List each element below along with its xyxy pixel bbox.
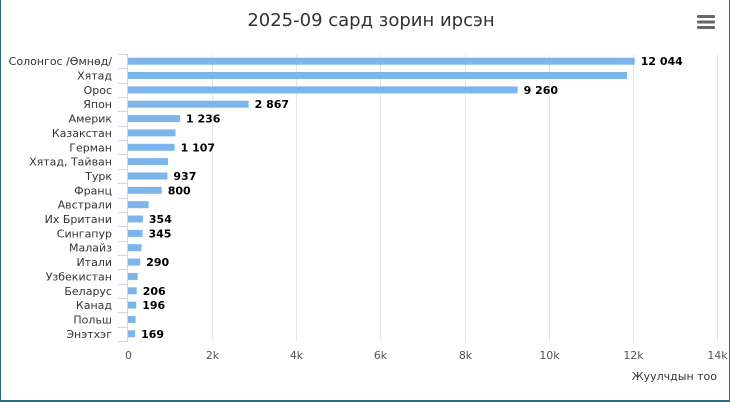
bar[interactable] xyxy=(128,172,168,180)
category-label: Казакстан xyxy=(52,127,112,140)
category-label: Их Британи xyxy=(45,213,112,226)
category-label: Австрали xyxy=(58,199,112,212)
category-label: Энэтхэг xyxy=(66,328,112,341)
axes xyxy=(118,54,128,342)
category-label: Канад xyxy=(76,299,112,312)
category-label: Узбекистан xyxy=(46,270,112,283)
x-tick-labels: 0 2k 4k 6k 8k 10k 12k 14k xyxy=(125,349,728,362)
bars xyxy=(128,57,635,338)
x-tick-label: 2k xyxy=(206,349,220,362)
data-label: 169 xyxy=(141,328,164,341)
category-label: Польш xyxy=(73,314,112,327)
category-label: Турк xyxy=(84,170,112,183)
bar[interactable] xyxy=(128,215,143,223)
data-label: 196 xyxy=(142,299,165,312)
data-label: 2 867 xyxy=(255,98,289,111)
bar[interactable] xyxy=(128,287,137,295)
bar[interactable] xyxy=(128,115,180,123)
category-label: Солонгос /Өмнөд/ xyxy=(9,55,113,68)
bar[interactable] xyxy=(128,186,162,194)
x-tick-label: 10k xyxy=(539,349,560,362)
bar[interactable] xyxy=(128,272,138,280)
bar[interactable] xyxy=(128,100,249,108)
category-label: Малайз xyxy=(69,242,112,255)
data-label: 354 xyxy=(149,213,172,226)
category-label: Герман xyxy=(69,141,112,154)
bar[interactable] xyxy=(128,72,627,79)
category-label: Америк xyxy=(69,113,113,126)
bar[interactable] xyxy=(128,244,142,252)
bar[interactable] xyxy=(128,143,175,151)
chart-title: 2025-09 сард зорин ирсэн xyxy=(247,10,494,31)
gridlines xyxy=(212,54,718,341)
category-label: Япон xyxy=(83,98,112,111)
hamburger-menu-icon[interactable] xyxy=(697,15,715,29)
category-label: Беларус xyxy=(64,285,112,298)
bar[interactable] xyxy=(128,330,136,338)
x-tick-label: 6k xyxy=(374,349,388,362)
bar[interactable] xyxy=(128,316,136,323)
category-label: Хятад, Тайван xyxy=(29,156,112,169)
data-label: 937 xyxy=(173,170,196,183)
bar[interactable] xyxy=(128,229,143,237)
bar[interactable] xyxy=(128,86,518,94)
bar[interactable] xyxy=(128,57,635,65)
bar[interactable] xyxy=(128,201,149,209)
category-label: Итали xyxy=(76,256,112,269)
data-label: 12 044 xyxy=(641,55,683,68)
data-label: 345 xyxy=(149,227,172,240)
data-label: 1 236 xyxy=(186,113,221,126)
x-tick-label: 8k xyxy=(459,349,473,362)
category-label: Франц xyxy=(74,184,112,197)
x-tick-label: 12k xyxy=(623,349,644,362)
category-label: Орос xyxy=(84,84,112,97)
data-label: 206 xyxy=(143,285,166,298)
bar[interactable] xyxy=(128,129,176,137)
data-label: 9 260 xyxy=(524,84,559,97)
category-label: Сингапур xyxy=(57,227,112,240)
x-tick-label: 14k xyxy=(707,349,728,362)
bar[interactable] xyxy=(128,301,137,309)
x-axis-title: Жуулчдын тоо xyxy=(632,370,718,383)
data-label: 1 107 xyxy=(181,141,215,154)
category-label: Хятад xyxy=(77,70,112,83)
data-label: 290 xyxy=(146,256,169,269)
data-label: 800 xyxy=(168,184,191,197)
bar[interactable] xyxy=(128,258,141,266)
bar[interactable] xyxy=(128,158,168,166)
x-tick-label: 0 xyxy=(125,349,132,362)
x-tick-label: 4k xyxy=(290,349,304,362)
